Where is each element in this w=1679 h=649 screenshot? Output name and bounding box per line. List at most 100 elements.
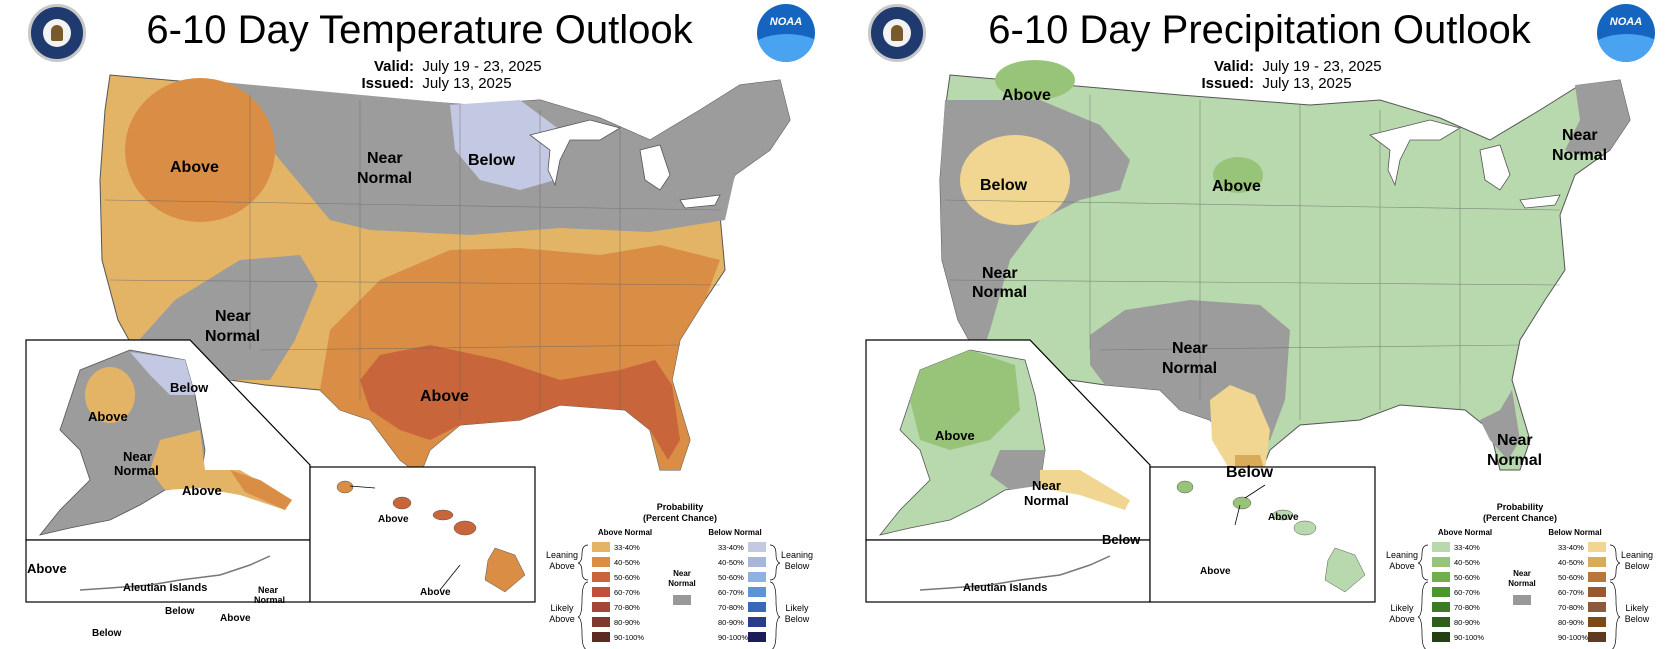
valid-value: July 19 - 23, 2025 (422, 58, 542, 75)
label-ak-below: Below (170, 380, 209, 395)
temp-alaska-inset (25, 339, 311, 541)
legend-swatch-below-6 (748, 632, 766, 642)
label-near-w-1: Near (982, 265, 1018, 282)
label-near-sw-1: Near (215, 308, 251, 325)
legend-swatch-below-3 (748, 587, 766, 597)
precip-aleutian-inset (865, 539, 1151, 603)
legend-swatch-above-0 (1432, 542, 1450, 552)
issued-value: July 13, 2025 (422, 75, 512, 92)
label-near-sw-2: Normal (205, 328, 260, 345)
legend-range-below-2: 50-60% (1558, 573, 1584, 582)
legend-near-1: Near (1513, 569, 1531, 578)
legend-swatch-above-1 (1432, 557, 1450, 567)
label-aleut-below-1: Below (165, 606, 195, 617)
precip-great-lakes (1369, 119, 1561, 209)
legend-swatch-below-4 (748, 602, 766, 612)
temp-state-lines (104, 95, 721, 420)
date-info: Valid: July 19 - 23, 2025 Issued: July 1… (352, 58, 542, 92)
legend-near-2: Normal (1508, 579, 1536, 588)
page-title: 6-10 Day Precipitation Outlook (988, 8, 1531, 52)
label-below-nw: Below (980, 177, 1028, 194)
precip-alaska-inset (865, 339, 1151, 541)
precipitation-outlook-panel: Above Below Above Near Normal Near Norma… (840, 0, 1679, 649)
legend-title-2: (Percent Chance) (643, 513, 717, 523)
legend-range-below-1: 40-50% (1558, 558, 1584, 567)
label-ak-above-sw: Above (27, 561, 67, 576)
legend-swatch-below-0 (748, 542, 766, 552)
legend-swatch-below-6 (1588, 632, 1606, 642)
label-above-north: Above (1002, 87, 1051, 104)
legend-range-above-0: 33-40% (614, 543, 640, 552)
legend-swatch-below-2 (1588, 572, 1606, 582)
label-aleut-near-2: Normal (254, 595, 285, 605)
legend-range-above-3: 60-70% (614, 588, 640, 597)
valid-value: July 19 - 23, 2025 (1262, 58, 1382, 75)
label-near-w-2: Normal (972, 284, 1027, 301)
legend-range-above-5: 80-90% (1454, 618, 1480, 627)
legend-swatch-above-4 (592, 602, 610, 612)
label-ak-near-2: Normal (114, 463, 159, 478)
legend-range-above-0: 33-40% (1454, 543, 1480, 552)
legend-title-1: Probability (1497, 502, 1544, 512)
legend-range-below-4: 70-80% (718, 603, 744, 612)
legend-swatch-above-4 (1432, 602, 1450, 612)
legend-swatch-above-3 (1432, 587, 1450, 597)
label-hi-above-1: Above (1268, 512, 1299, 523)
legend-range-below-3: 60-70% (1558, 588, 1584, 597)
commerce-dept-logo (28, 4, 86, 62)
temperature-map: Above Near Normal Below Near Normal Abov… (25, 74, 813, 649)
legend-swatch-below-5 (748, 617, 766, 627)
issued-label: Issued: (361, 75, 414, 92)
precip-state-lines (944, 95, 1561, 420)
legend-swatch-above-2 (592, 572, 610, 582)
legend-range-below-6: 90-100% (718, 633, 748, 642)
label-near-s-1: Near (1172, 340, 1208, 357)
legend-near-1: Near (673, 569, 691, 578)
label-aleutian-title: Aleutian Islands (963, 582, 1047, 594)
legend-range-below-1: 40-50% (718, 558, 744, 567)
label-aleut-below-2: Below (92, 628, 122, 639)
legend-swatch-below-1 (748, 557, 766, 567)
legend-swatch-above-5 (1432, 617, 1450, 627)
issued-value: July 13, 2025 (1262, 75, 1352, 92)
page-title: 6-10 Day Temperature Outlook (146, 8, 693, 52)
legend-below-header: Below Normal (1548, 528, 1601, 537)
label-ak-above: Above (935, 428, 975, 443)
label-near-fl-2: Normal (1487, 452, 1542, 469)
legend-range-below-2: 50-60% (718, 573, 744, 582)
temp-hawaii-inset (309, 466, 536, 603)
label-near-s-2: Normal (1162, 360, 1217, 377)
legend-swatch-above-5 (592, 617, 610, 627)
precip-near-normal-fl (1480, 390, 1520, 460)
label-ak-above-s: Above (182, 483, 222, 498)
legend-swatch-below-5 (1588, 617, 1606, 627)
legend-likely-above-2: Above (549, 614, 575, 624)
label-below-mn: Below (468, 152, 516, 169)
label-ak-near-1: Near (123, 449, 152, 464)
legend-swatch-above-6 (592, 632, 610, 642)
legend-lean-above-1: Leaning (1386, 550, 1418, 560)
temp-lean-below-mn (450, 100, 560, 190)
legend-swatch-below-3 (1588, 587, 1606, 597)
legend-likely-above-1: Likely (1390, 603, 1414, 613)
legend-lean-below-1: Leaning (781, 550, 813, 560)
label-near-north-2: Normal (357, 170, 412, 187)
valid-label: Valid: (1213, 58, 1254, 75)
label-hi-above-1: Above (378, 514, 409, 525)
legend-range-above-6: 90-100% (614, 633, 644, 642)
label-near-north-1: Near (367, 150, 403, 167)
legend-range-below-0: 33-40% (718, 543, 744, 552)
legend-likely-below-2: Below (785, 614, 810, 624)
legend-lean-below-1: Leaning (1621, 550, 1653, 560)
precipitation-map: Above Below Above Near Normal Near Norma… (865, 60, 1653, 649)
legend-lean-below-2: Below (785, 561, 810, 571)
legend-near-swatch (673, 595, 691, 605)
label-above-nd: Above (1212, 178, 1261, 195)
legend-swatch-above-3 (592, 587, 610, 597)
legend-likely-below-1: Likely (785, 603, 809, 613)
temp-alaska-above-w (85, 367, 135, 423)
label-above-nw: Above (170, 159, 219, 176)
temp-alaska-gray (38, 349, 206, 536)
label-hi-above-2: Above (1200, 566, 1231, 577)
legend-lean-below-2: Below (1625, 561, 1650, 571)
